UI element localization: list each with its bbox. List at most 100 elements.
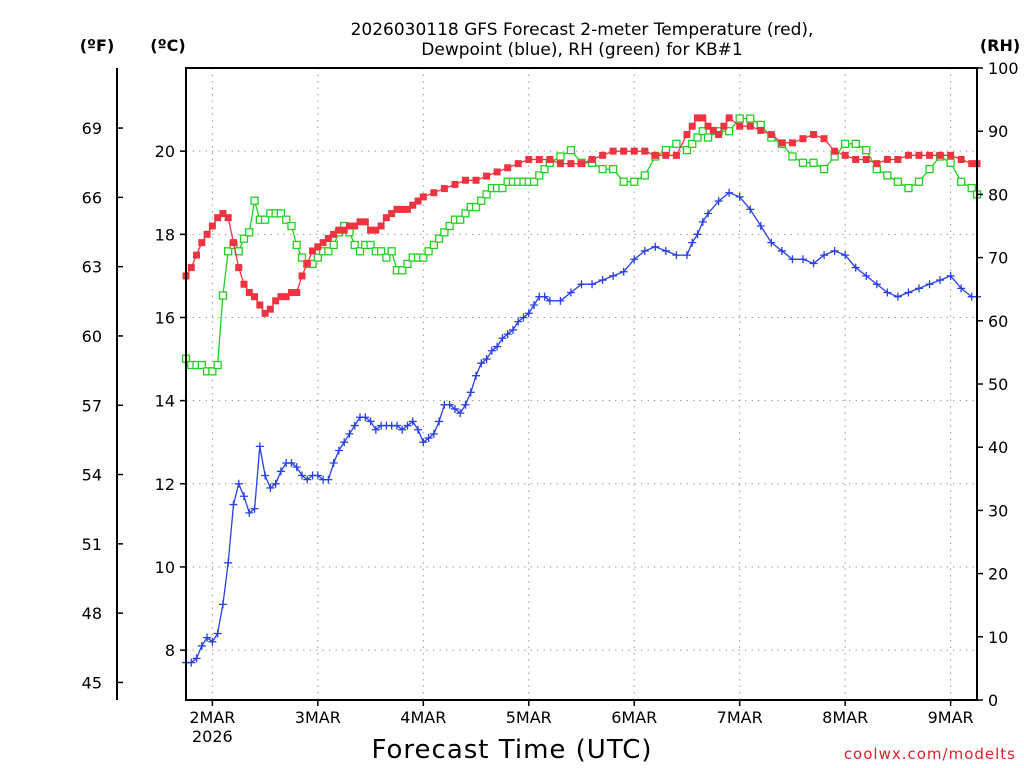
rh-point	[329, 240, 338, 250]
rh-tick-label: 60	[988, 312, 1008, 331]
rh-point	[957, 177, 966, 186]
rh-tick-label: 10	[988, 628, 1008, 647]
dewpoint-point	[640, 246, 649, 255]
chart-title-line1: 2026030118 GFS Forecast 2-meter Temperat…	[351, 20, 814, 40]
rh-point	[218, 291, 228, 300]
2-meter-temperature-point	[367, 226, 375, 234]
fahrenheit-tick-label: 48	[82, 604, 102, 623]
fahrenheit-tick-label: 60	[82, 327, 102, 346]
2-meter-temperature-point	[403, 205, 411, 213]
dewpoint-point	[472, 371, 481, 380]
rh-tick-label: 20	[988, 565, 1008, 584]
2-meter-temperature-point	[810, 131, 818, 139]
rh-point	[619, 177, 628, 186]
x-tick-label: 6MAR	[611, 708, 657, 727]
2-meter-temperature-point	[388, 210, 396, 218]
2-meter-temperature-point	[862, 155, 870, 163]
dewpoint-point	[340, 438, 349, 447]
2-meter-temperature-point	[831, 147, 839, 155]
dewpoint-point	[392, 421, 401, 430]
2-meter-temperature-point	[256, 301, 264, 309]
rh-point	[498, 183, 507, 193]
x-tick-label: 2MAR	[189, 708, 235, 727]
dewpoint-point	[345, 429, 354, 438]
dewpoint-point	[445, 400, 454, 409]
dewpoint-point	[630, 255, 639, 264]
2-meter-temperature-point	[904, 151, 912, 159]
dewpoint-point	[477, 359, 486, 368]
celsius-tick-label: 12	[155, 475, 175, 494]
rh-point	[556, 152, 565, 161]
rh-point	[788, 152, 797, 161]
dewpoint-point	[698, 217, 707, 226]
fahrenheit-tick-label: 45	[82, 673, 102, 692]
2-meter-temperature-point	[778, 139, 786, 147]
rh-point	[566, 146, 576, 155]
rh-unit-label: (RH)	[980, 36, 1020, 55]
2-meter-temperature-point	[873, 160, 881, 168]
dewpoint-point	[545, 296, 554, 305]
fahrenheit-tick-label: 54	[82, 466, 102, 485]
gridlines	[186, 68, 977, 700]
rh-point	[208, 367, 217, 376]
dewpoint-point	[493, 342, 502, 351]
2-meter-temperature-point	[699, 114, 707, 122]
dewpoint-point	[414, 425, 423, 434]
dewpoint-point	[851, 263, 860, 272]
2-meter-temperature-point	[620, 147, 628, 155]
rh-point	[276, 209, 286, 218]
data-series	[181, 114, 982, 667]
2-meter-temperature-point	[883, 155, 891, 163]
dewpoint-point	[756, 222, 765, 230]
rh-series	[181, 114, 982, 376]
x-tick-label: 9MAR	[928, 708, 974, 727]
2-meter-temperature-point	[736, 122, 744, 130]
fahrenheit-tick-label: 51	[82, 535, 102, 554]
2-meter-temperature-point	[393, 205, 401, 213]
rh-point	[630, 177, 639, 186]
2-meter-temperature-point	[282, 293, 290, 301]
2-meter-temperature-point	[277, 293, 285, 301]
2-meter-temperature-point	[372, 226, 380, 234]
dewpoint-point	[540, 292, 549, 301]
dewpoint-point	[371, 425, 380, 434]
dewpoint-point	[456, 409, 465, 418]
2-meter-temperature-point	[309, 247, 317, 255]
2-meter-temperature-point	[224, 214, 232, 222]
rh-point	[529, 177, 539, 186]
dewpoint-point	[224, 558, 233, 567]
2-meter-temperature-point	[788, 139, 796, 147]
rh-point	[419, 253, 428, 262]
2-meter-temperature-point	[709, 126, 717, 134]
2-meter-temperature-point	[672, 151, 680, 159]
dewpoint-point	[498, 334, 507, 343]
dewpoint-point	[661, 246, 670, 255]
dewpoint-point	[872, 280, 881, 289]
x-axis-title: Forecast Time (UTC)	[371, 735, 652, 765]
rh-tick-label: 0	[988, 691, 998, 710]
dewpoint-point	[208, 637, 217, 646]
2-meter-temperature-point	[662, 151, 670, 159]
2-meter-temperature-point	[430, 189, 438, 197]
2-meter-temperature-point	[335, 226, 343, 234]
2-meter-temperature-point	[936, 151, 944, 159]
dewpoint-point	[435, 417, 444, 426]
dewpoint-point	[893, 292, 902, 301]
rh-tick-label: 80	[988, 185, 1008, 204]
2-meter-temperature-point	[409, 201, 417, 209]
2-meter-temperature-point	[440, 185, 448, 193]
dewpoint-point	[904, 288, 913, 297]
rh-point	[967, 183, 976, 193]
2-meter-temperature-point	[266, 305, 274, 313]
2-meter-temperature-point	[715, 131, 723, 139]
dewpoint-point	[672, 251, 681, 260]
rh-point	[297, 253, 307, 262]
dewpoint-point	[266, 483, 275, 492]
2-meter-temperature-point	[240, 280, 248, 288]
dewpoint-point	[609, 271, 618, 280]
rh-point	[424, 247, 433, 256]
fahrenheit-tick-label: 69	[82, 119, 102, 138]
dewpoint-point	[187, 658, 196, 667]
dewpoint-point	[725, 188, 734, 197]
dewpoint-point	[329, 459, 338, 467]
